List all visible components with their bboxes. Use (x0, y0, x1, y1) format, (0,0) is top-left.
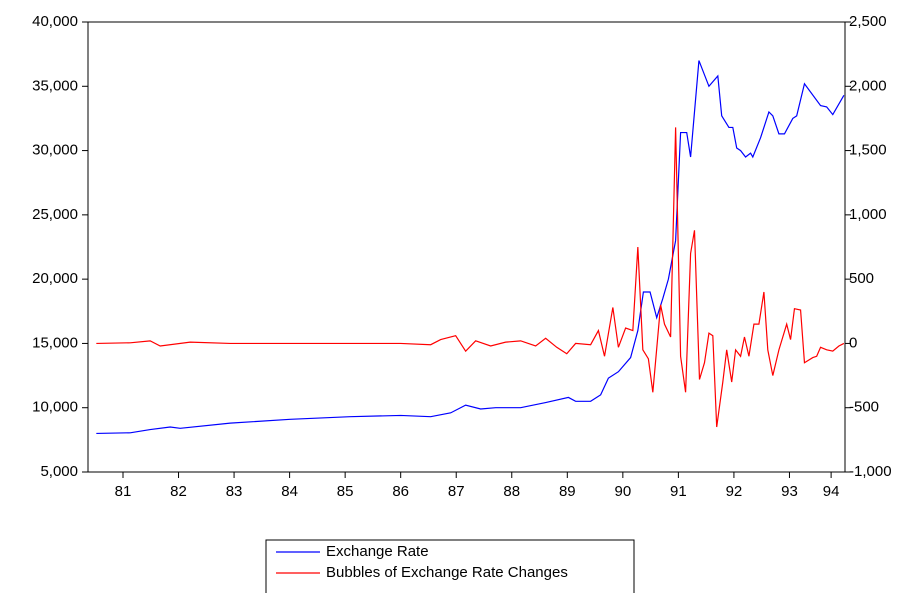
y-tick-label: 25,000 (32, 206, 78, 223)
legend-label: Bubbles of Exchange Rate Changes (326, 564, 568, 581)
y-tick-label: 35,000 (32, 77, 78, 94)
legend (265, 539, 635, 593)
legend-box (265, 539, 635, 593)
plot-frame (87, 21, 846, 473)
x-tick-label: 94 (823, 483, 840, 500)
y-tick-label: 15,000 (32, 334, 78, 351)
x-tick-label: 83 (226, 483, 243, 500)
y-tick-label: 10,000 (32, 399, 78, 416)
y-tick-label: 30,000 (32, 142, 78, 159)
y2-tick-label: 0 (849, 334, 857, 351)
x-tick-label: 90 (614, 483, 631, 500)
y2-tick-label: 500 (849, 270, 874, 287)
x-tick-label: 86 (392, 483, 409, 500)
x-tick-label: 85 (337, 483, 354, 500)
x-tick-label: 84 (281, 483, 298, 500)
y2-tick-label: 1,500 (849, 142, 887, 159)
x-tick-label: 92 (726, 483, 743, 500)
series-line (96, 127, 845, 428)
x-tick-label: 93 (781, 483, 798, 500)
y-tick-label: 40,000 (32, 13, 78, 30)
x-tick-label: 87 (448, 483, 465, 500)
y2-tick-label: -500 (849, 399, 879, 416)
y2-tick-label: 2,000 (849, 77, 887, 94)
x-tick-label: 89 (559, 483, 576, 500)
series-line (96, 60, 845, 435)
y-tick-label: 5,000 (40, 463, 78, 480)
x-tick-label: 82 (170, 483, 187, 500)
x-tick-label: 91 (670, 483, 687, 500)
legend-label: Exchange Rate (326, 543, 429, 560)
y2-tick-label: 1,000 (849, 206, 887, 223)
y2-tick-label: 2,500 (849, 13, 887, 30)
x-tick-label: 81 (115, 483, 132, 500)
y-tick-label: 20,000 (32, 270, 78, 287)
x-tick-label: 88 (503, 483, 520, 500)
y2-tick-label: -1,000 (849, 463, 892, 480)
